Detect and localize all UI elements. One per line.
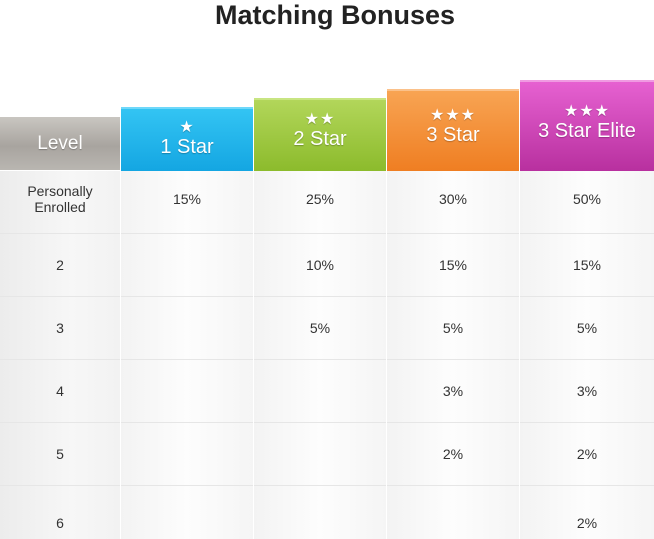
level-value: 5 [56,446,64,462]
bonus-cell [121,234,253,297]
bonus-cell [387,486,519,539]
bonus-cell [121,360,253,423]
header-3-star-elite: ★★★ 3 Star Elite [520,80,654,171]
level-cell: 6 [0,486,120,539]
bonus-cell: 15% [121,171,253,234]
bonus-value: 2% [576,446,598,462]
header-level-label: Level [37,133,83,154]
bonus-value: 2% [442,446,464,462]
star-icon: ★★★ [429,107,477,124]
level-value: 4 [56,383,64,399]
bonus-value: 2% [576,514,598,531]
bonus-cell: 15% [520,234,654,297]
bonus-cell [121,486,253,539]
level-cell: 5 [0,423,120,486]
star-icon: ★ [179,119,195,136]
bonus-cell: 2% [520,423,654,486]
level-column: Personally Enrolled 2 3 4 5 6 [0,171,120,539]
bonus-value: 25% [305,191,335,207]
bonus-cell [121,423,253,486]
star-icon: ★★★ [563,103,611,120]
bonus-value: 15% [438,257,468,273]
bonus-cell: 10% [254,234,386,297]
bonus-cell: 2% [520,486,654,539]
level-cell: 3 [0,297,120,360]
level-cell: Personally Enrolled [0,171,120,234]
bonus-value: 3% [442,383,464,399]
bonus-cell: 2% [387,423,519,486]
bonus-value: 15% [172,191,202,207]
bonus-cell: 25% [254,171,386,234]
bonus-value: 5% [576,320,598,336]
header-1-star: ★ 1 Star [121,107,253,171]
one-star-column: 15% [121,171,253,539]
bonus-value: 5% [442,320,464,336]
bonus-cell: 50% [520,171,654,234]
three-star-column: 30% 15% 5% 3% 2% [387,171,519,539]
bonus-cell [254,423,386,486]
bonus-cell: 3% [520,360,654,423]
bonus-value: 10% [305,257,335,273]
header-2-star: ★★ 2 Star [254,98,386,171]
bonus-cell [254,486,386,539]
bonus-cell: 3% [387,360,519,423]
bonus-cell [254,360,386,423]
bonus-value: 30% [438,191,468,207]
bonus-value: 3% [576,383,598,399]
bonus-value: 50% [572,191,602,207]
bonus-cell: 5% [520,297,654,360]
level-value: 2 [56,257,64,273]
header-2-star-label: 2 Star [293,128,347,150]
header-1-star-label: 1 Star [160,136,214,158]
header-3-star-elite-label: 3 Star Elite [538,120,636,142]
header-3-star: ★★★ 3 Star [387,89,519,171]
bonus-cell: 15% [387,234,519,297]
two-star-column: 25% 10% 5% [254,171,386,539]
bonus-cell [121,297,253,360]
level-value: Personally Enrolled [27,183,93,215]
level-cell: 2 [0,234,120,297]
page-title: Matching Bonuses [214,0,456,30]
level-value: 6 [56,514,64,531]
bonus-cell: 5% [387,297,519,360]
star-icon: ★★ [304,111,336,128]
level-cell: 4 [0,360,120,423]
bonus-value: 5% [309,320,331,336]
bonus-cell: 5% [254,297,386,360]
bonus-value: 15% [572,257,602,273]
level-value: 3 [56,320,64,336]
header-level: Level [0,117,120,170]
header-3-star-label: 3 Star [426,124,480,146]
three-star-elite-column: 50% 15% 5% 3% 2% 2% [520,171,654,539]
bonus-cell: 30% [387,171,519,234]
